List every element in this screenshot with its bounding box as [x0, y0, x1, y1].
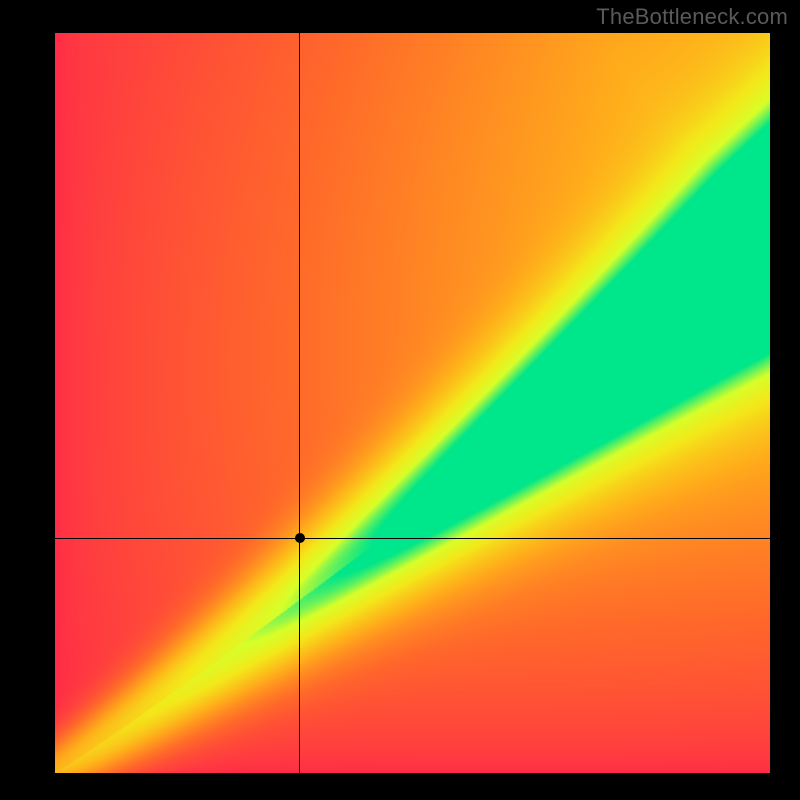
bottleneck-heatmap — [55, 33, 770, 773]
watermark-text: TheBottleneck.com — [596, 4, 788, 30]
